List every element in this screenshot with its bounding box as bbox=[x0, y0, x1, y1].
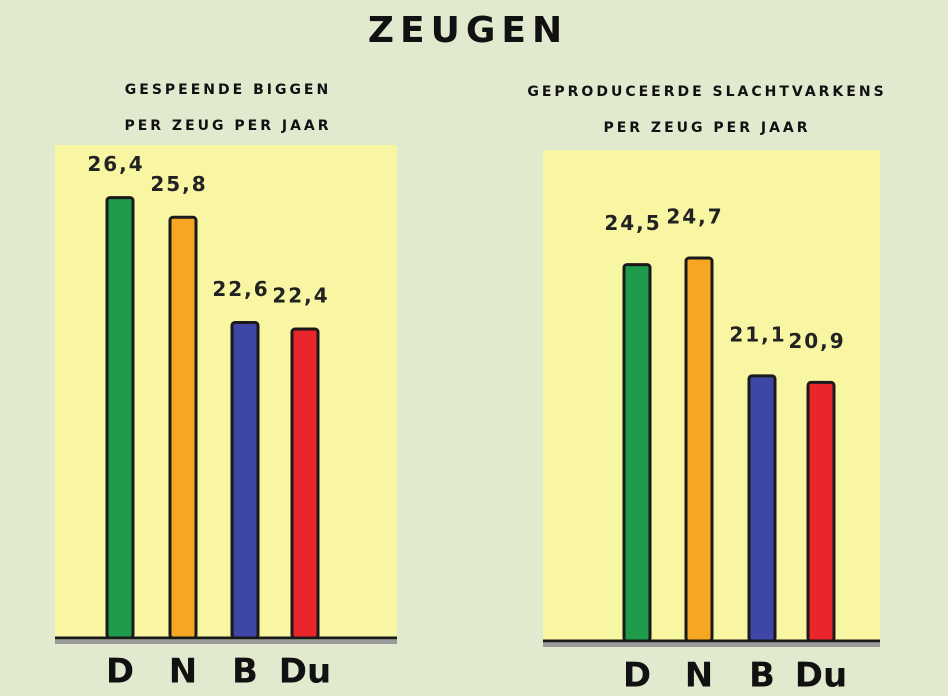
value-label: 21,1 bbox=[729, 322, 786, 346]
value-label: 26,4 bbox=[87, 152, 144, 176]
value-label: 25,8 bbox=[150, 172, 207, 196]
value-label: 22,6 bbox=[212, 277, 269, 301]
bar bbox=[684, 256, 714, 643]
chart-title: GEPRODUCEERDE SLACHTVARKENS bbox=[527, 84, 886, 100]
bar bbox=[168, 215, 198, 640]
chart-title: GESPEENDE BIGGEN bbox=[125, 82, 331, 98]
x-tick-label: N bbox=[685, 656, 713, 696]
bar bbox=[622, 263, 652, 643]
bar bbox=[230, 320, 260, 640]
x-tick-label: N bbox=[169, 652, 197, 692]
x-tick-label: B bbox=[232, 652, 258, 692]
chart-subtitle: PER ZEUG PER JAAR bbox=[124, 118, 331, 134]
value-label: 24,7 bbox=[666, 205, 723, 229]
value-label: 20,9 bbox=[788, 329, 845, 353]
x-tick-label: Du bbox=[279, 652, 331, 692]
chart-subtitle: PER ZEUG PER JAAR bbox=[603, 120, 810, 136]
x-tick-label: D bbox=[623, 656, 651, 696]
value-label: 22,4 bbox=[272, 284, 329, 308]
bar bbox=[806, 380, 836, 643]
page-title: ZEUGEN bbox=[368, 10, 568, 51]
bar bbox=[105, 196, 135, 640]
x-tick-label: B bbox=[749, 656, 775, 696]
bar bbox=[290, 327, 320, 640]
bar bbox=[747, 374, 777, 643]
x-tick-label: Du bbox=[795, 656, 847, 696]
x-tick-label: D bbox=[106, 652, 134, 692]
value-label: 24,5 bbox=[604, 211, 661, 235]
